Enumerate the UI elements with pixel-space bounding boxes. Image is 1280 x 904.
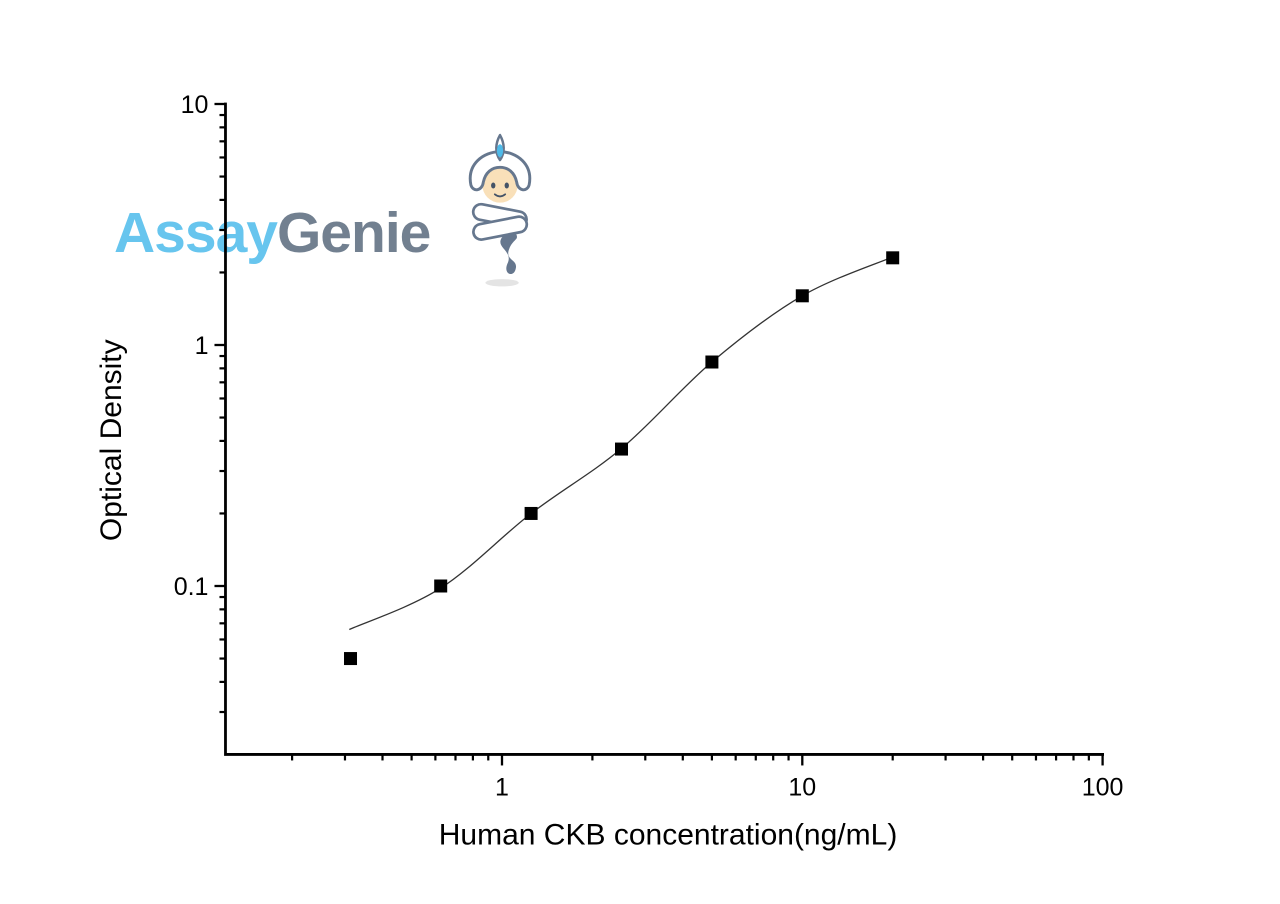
- x-tick-label: 1: [495, 773, 509, 801]
- data-point-marker: [434, 579, 448, 593]
- axis-lines: [224, 102, 1104, 756]
- y-tick-label: 0.1: [174, 573, 209, 601]
- brand-assay-text: Assay: [114, 201, 278, 265]
- data-point-marker: [886, 251, 900, 265]
- genie-gem: [496, 144, 504, 158]
- x-tick-label: 100: [1082, 773, 1124, 801]
- genie-eye-left: [491, 182, 496, 189]
- data-point-marker: [344, 652, 358, 666]
- genie-arm-right: [472, 215, 529, 241]
- y-tick-label: 1: [195, 332, 209, 360]
- genie-body: [471, 202, 529, 241]
- genie-face: [482, 167, 518, 203]
- x-tick-label: 10: [788, 773, 816, 801]
- data-point-marker: [705, 355, 719, 369]
- genie-smile: [493, 193, 507, 198]
- genie-mascot-icon: [468, 133, 532, 287]
- genie-eye-right: [504, 182, 509, 189]
- genie-shadow: [485, 279, 519, 287]
- data-point-marker: [524, 506, 538, 520]
- data-point-marker: [615, 442, 629, 456]
- x-axis-title: Human CKB concentration(ng/mL): [439, 818, 898, 851]
- y-tick-label: 10: [181, 91, 209, 119]
- brand-wordmark: AssayGenie: [114, 200, 431, 266]
- brand-genie-text: Genie: [276, 201, 431, 265]
- genie-tail: [500, 231, 517, 275]
- data-point-marker: [795, 289, 809, 303]
- y-axis-title: Optical Density: [95, 339, 128, 541]
